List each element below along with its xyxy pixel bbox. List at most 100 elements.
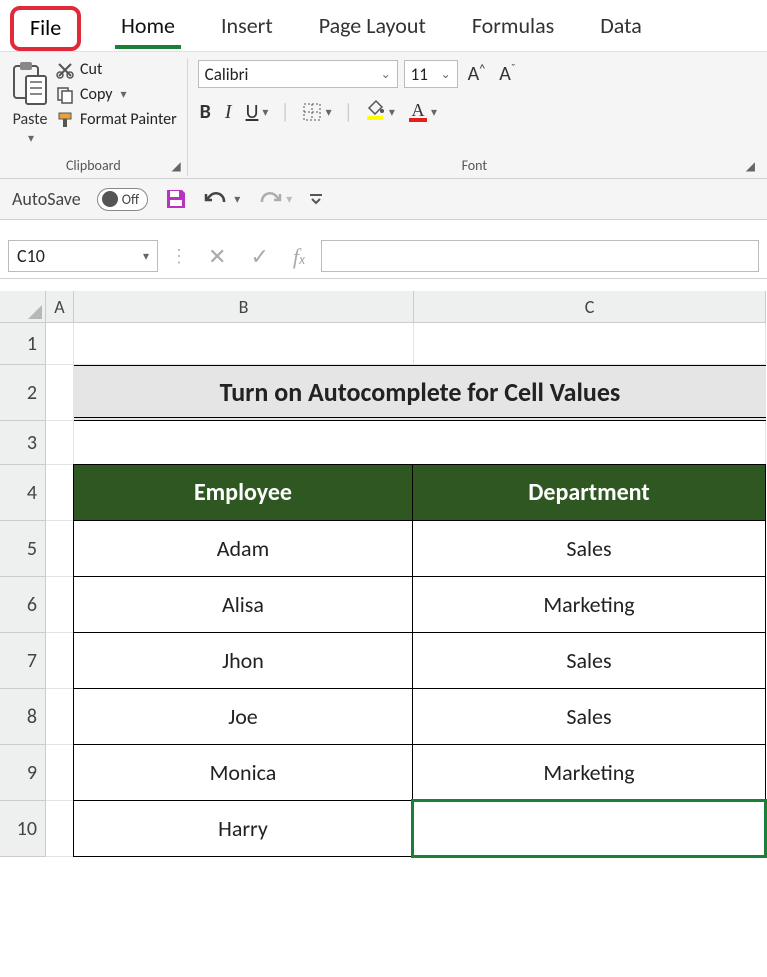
scissors-icon (56, 61, 74, 79)
tab-formulas[interactable]: Formulas (466, 8, 560, 49)
group-clipboard: Paste ▾ Cut Copy ▾ (6, 58, 188, 176)
table-row: JoeSales (46, 689, 766, 745)
chevron-down-icon: ▾ (234, 192, 240, 207)
cell-employee[interactable]: Jhon (73, 632, 413, 689)
group-font: Calibri ⌄ 11 ⌄ A^ Aˇ B I U ▾ | (194, 58, 761, 176)
cell-department[interactable]: Marketing (412, 576, 766, 633)
copy-label: Copy (80, 85, 113, 104)
format-painter-button[interactable]: Format Painter (56, 110, 177, 129)
borders-button[interactable]: ▾ (300, 102, 334, 122)
group-font-label: Font ◢ (198, 155, 751, 174)
redo-button[interactable]: ▾ (256, 188, 292, 210)
grid-area: 1 2 3 4 5 6 7 8 9 10 Turn on Autocomplet… (0, 323, 767, 857)
underline-button[interactable]: U ▾ (244, 100, 271, 124)
cell-department[interactable] (412, 800, 766, 857)
row-header-4[interactable]: 4 (0, 465, 46, 521)
paste-button[interactable]: Paste ▾ (10, 60, 50, 146)
chevron-down-icon: ▾ (326, 105, 332, 120)
table-row: JhonSales (46, 633, 766, 689)
cell-department[interactable]: Marketing (412, 744, 766, 801)
cell-department[interactable]: Sales (412, 688, 766, 745)
table-header-employee: Employee (73, 464, 413, 521)
font-size-value: 11 (411, 64, 428, 85)
row-header-8[interactable]: 8 (0, 689, 46, 745)
chevron-down-icon: ▾ (121, 87, 127, 102)
table-row: Harry (46, 801, 766, 857)
chevron-down-icon: ▾ (262, 105, 268, 120)
chevron-down-icon: ▾ (286, 192, 292, 207)
tab-file[interactable]: File (10, 6, 81, 51)
brush-icon (56, 111, 74, 129)
increase-font-button[interactable]: A^ (464, 62, 490, 86)
undo-button[interactable]: ▾ (204, 188, 240, 210)
row-header-6[interactable]: 6 (0, 577, 46, 633)
row-header-1[interactable]: 1 (0, 323, 46, 365)
copy-icon (56, 86, 74, 104)
tab-data[interactable]: Data (594, 8, 648, 49)
quick-access-toolbar: AutoSave Off ▾ ▾ (0, 179, 767, 220)
dialog-launcher-icon[interactable]: ◢ (746, 159, 755, 174)
cell-employee[interactable]: Alisa (73, 576, 413, 633)
font-name-select[interactable]: Calibri ⌄ (198, 60, 398, 88)
cell-employee[interactable]: Adam (73, 520, 413, 577)
grip-icon: ⋮ (166, 245, 192, 267)
ribbon-tabs: File Home Insert Page Layout Formulas Da… (0, 0, 767, 51)
cancel-formula-button[interactable]: ✕ (200, 243, 234, 270)
dialog-launcher-icon[interactable]: ◢ (171, 159, 180, 174)
autosave-toggle[interactable]: Off (97, 188, 148, 211)
font-color-icon: A (409, 103, 427, 122)
cut-label: Cut (80, 60, 102, 79)
row-headers: 1 2 3 4 5 6 7 8 9 10 (0, 323, 46, 857)
cell-employee[interactable]: Joe (73, 688, 413, 745)
table-row: MonicaMarketing (46, 745, 766, 801)
formula-input[interactable] (321, 240, 759, 272)
select-all-corner[interactable] (0, 291, 46, 323)
row-header-7[interactable]: 7 (0, 633, 46, 689)
table-row: AlisaMarketing (46, 577, 766, 633)
chevron-down-icon: ▾ (431, 105, 437, 120)
sheet-title: Turn on Autocomplete for Cell Values (74, 365, 766, 421)
chevron-down-icon: ▾ (389, 105, 395, 120)
tab-insert[interactable]: Insert (215, 8, 279, 49)
cell-employee[interactable]: Monica (73, 744, 413, 801)
col-header-c[interactable]: C (414, 291, 766, 323)
format-painter-label: Format Painter (80, 110, 177, 129)
copy-button[interactable]: Copy ▾ (56, 85, 177, 104)
italic-button[interactable]: I (223, 101, 234, 124)
group-clipboard-label: Clipboard ◢ (10, 155, 177, 174)
cell-department[interactable]: Sales (412, 520, 766, 577)
tab-home[interactable]: Home (115, 8, 181, 49)
decrease-font-button[interactable]: Aˇ (495, 62, 519, 86)
fx-button[interactable]: fx (285, 243, 313, 270)
row-header-9[interactable]: 9 (0, 745, 46, 801)
chevron-down-icon: ▾ (143, 249, 149, 264)
chevron-down-icon: ⌄ (441, 67, 451, 82)
name-box[interactable]: C10 ▾ (8, 240, 158, 272)
font-name-value: Calibri (205, 64, 249, 85)
name-box-value: C10 (17, 245, 45, 267)
col-header-a[interactable]: A (46, 291, 74, 323)
row-header-3[interactable]: 3 (0, 421, 46, 465)
autosave-state: Off (122, 191, 139, 208)
cell-department[interactable]: Sales (412, 632, 766, 689)
col-header-b[interactable]: B (74, 291, 414, 323)
bold-button[interactable]: B (198, 100, 213, 124)
cut-button[interactable]: Cut (56, 60, 177, 79)
paste-icon (10, 60, 50, 108)
row-header-2[interactable]: 2 (0, 365, 46, 421)
chevron-down-icon: ▾ (28, 131, 34, 146)
ribbon-body: Paste ▾ Cut Copy ▾ (0, 51, 767, 179)
tab-page-layout[interactable]: Page Layout (313, 8, 432, 49)
column-header-row: A B C (0, 291, 767, 323)
font-size-select[interactable]: 11 ⌄ (404, 60, 458, 88)
qat-customize-button[interactable] (308, 191, 324, 207)
row-header-10[interactable]: 10 (0, 801, 46, 857)
save-button[interactable] (164, 187, 188, 211)
fill-color-button[interactable]: ▾ (363, 98, 397, 126)
font-color-button[interactable]: A ▾ (407, 103, 439, 122)
bucket-icon (365, 98, 385, 126)
row-header-5[interactable]: 5 (0, 521, 46, 577)
accept-formula-button[interactable]: ✓ (242, 243, 276, 270)
cell-employee[interactable]: Harry (73, 800, 413, 857)
sheet-cells[interactable]: Turn on Autocomplete for Cell Values Emp… (46, 323, 766, 857)
